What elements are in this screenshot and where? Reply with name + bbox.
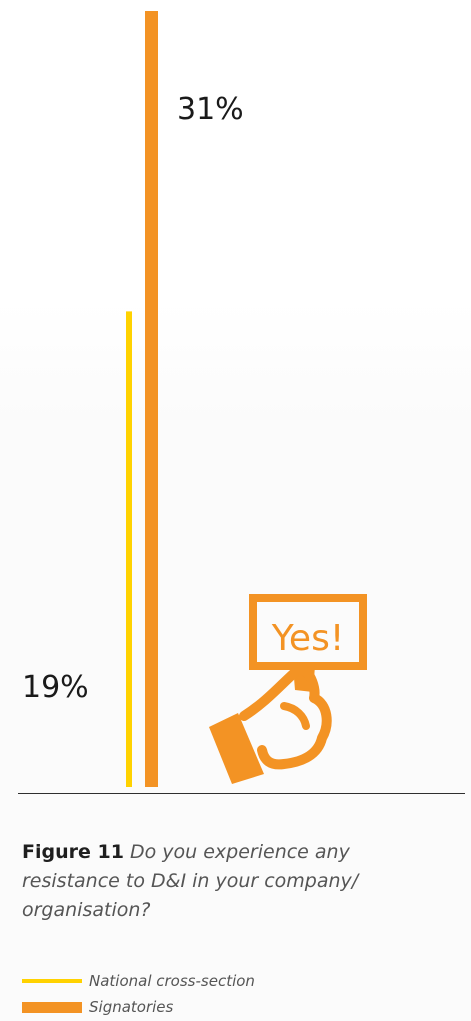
legend: National cross-section Signatories bbox=[22, 968, 255, 1020]
legend-swatch-signatories bbox=[22, 1001, 82, 1013]
hand-shape bbox=[239, 663, 332, 770]
sign-text: Yes! bbox=[271, 618, 345, 659]
hand-holding-yes-sign-icon: Yes! bbox=[209, 594, 367, 784]
figure-caption: Figure 11 Do you experience any resistan… bbox=[22, 838, 422, 925]
national-value-label: 19% bbox=[22, 670, 89, 705]
bar-chart: 19% 31% Yes! bbox=[22, 11, 367, 787]
figure-question: Do you experience any resistance to D&I … bbox=[22, 841, 359, 921]
legend-item-national: National cross-section bbox=[22, 968, 255, 994]
legend-item-signatories: Signatories bbox=[22, 994, 255, 1020]
cuff-shape bbox=[209, 713, 264, 784]
figure-label: Figure 11 bbox=[22, 841, 124, 863]
legend-label-signatories: Signatories bbox=[89, 998, 174, 1016]
signatories-value-label: 31% bbox=[177, 92, 244, 127]
bars-layer bbox=[126, 11, 158, 787]
legend-swatch-national bbox=[22, 979, 82, 983]
bar-national-cross-section bbox=[126, 311, 132, 787]
legend-label-national: National cross-section bbox=[89, 972, 255, 990]
bar-signatories bbox=[145, 11, 158, 787]
x-axis-line bbox=[18, 793, 465, 794]
hand-finger bbox=[280, 702, 310, 730]
